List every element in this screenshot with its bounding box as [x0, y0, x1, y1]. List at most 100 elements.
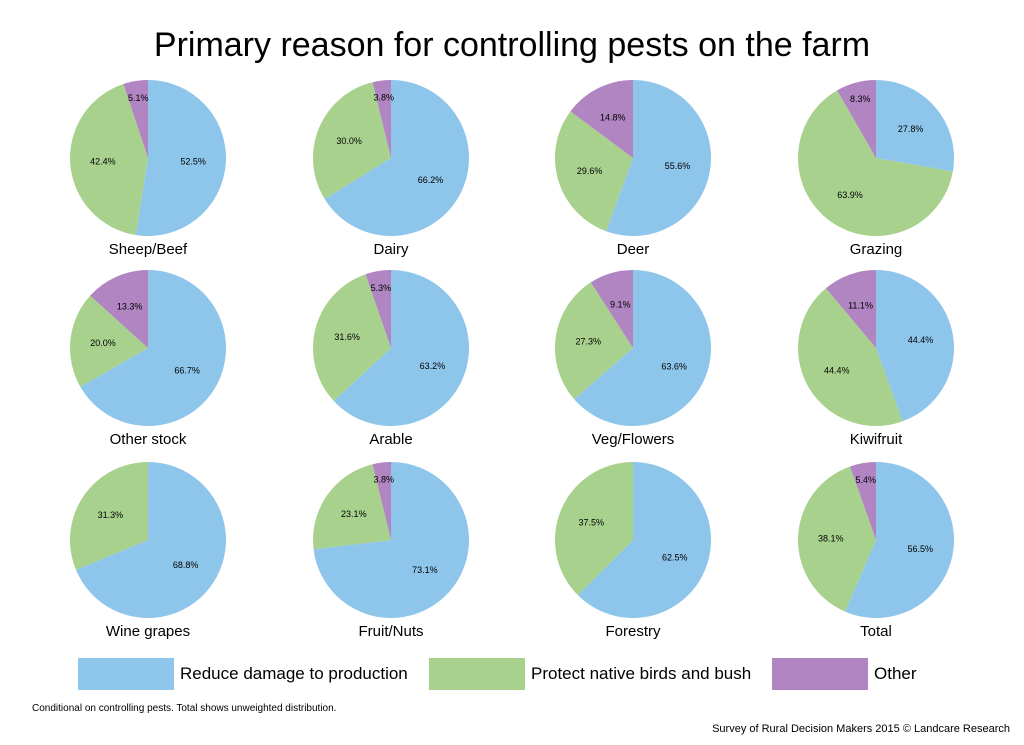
pie-slice-dairy-reduce — [324, 80, 469, 237]
pie-slice-other-stock-other — [90, 270, 148, 348]
legend-swatch-other — [772, 658, 868, 690]
pie-slice-deer-other — [570, 80, 633, 158]
pie-slice-veg-flowers-other — [590, 270, 633, 348]
pie-slice-total-other — [850, 462, 876, 540]
data-label-kiwifruit-other: 11.1% — [848, 300, 873, 310]
data-label-arable-protect: 31.6% — [334, 332, 360, 342]
data-label-kiwifruit-reduce: 44.4% — [908, 335, 934, 345]
data-label-sheep-beef-other: 5.1% — [128, 93, 149, 103]
pie-slice-kiwifruit-reduce — [876, 270, 954, 422]
data-label-total-protect: 38.1% — [818, 533, 844, 543]
pie-slice-wine-grapes-protect — [70, 462, 148, 570]
pie-slice-arable-other — [365, 270, 391, 348]
pie-title-dairy: Dairy — [373, 241, 409, 258]
pie-slice-kiwifruit-other — [825, 270, 876, 348]
legend-item-protect: Protect native birds and bush — [429, 658, 751, 690]
pie-slice-deer-protect — [555, 111, 633, 232]
data-label-grazing-other: 8.3% — [850, 94, 871, 104]
chart-title: Primary reason for controlling pests on … — [153, 26, 871, 64]
data-label-grazing-reduce: 27.8% — [898, 124, 924, 134]
pie-slice-fruit-nuts-protect — [313, 464, 391, 550]
pie-slice-veg-flowers-protect — [555, 282, 633, 400]
pie-slice-arable-reduce — [333, 270, 470, 426]
legend-label-reduce: Reduce damage to production — [180, 664, 408, 683]
data-label-wine-grapes-reduce: 68.8% — [173, 560, 199, 570]
pie-title-grazing: Grazing — [850, 241, 903, 258]
pie-slice-sheep-beef-protect — [70, 83, 148, 236]
pie-title-fruit-nuts: Fruit/Nuts — [358, 623, 423, 640]
data-label-arable-other: 5.3% — [371, 283, 392, 293]
pie-other-stock: 66.7% 20.0% 13.3% Other stock — [70, 270, 226, 448]
pie-arable: 63.2% 31.6% 5.3% Arable — [313, 270, 470, 448]
data-label-deer-other: 14.8% — [600, 113, 626, 123]
pie-title-deer: Deer — [617, 241, 650, 258]
data-label-deer-protect: 29.6% — [577, 166, 603, 176]
data-label-veg-flowers-protect: 27.3% — [575, 337, 601, 347]
pie-kiwifruit: 44.4% 44.4% 11.1% Kiwifruit — [797, 270, 954, 448]
pie-grazing: 27.8% 63.9% 8.3% Grazing — [798, 80, 954, 258]
legend-swatch-reduce — [78, 658, 174, 690]
pie-title-total: Total — [860, 623, 892, 640]
data-label-deer-reduce: 55.6% — [665, 161, 691, 171]
data-label-forestry-protect: 37.5% — [578, 518, 604, 528]
pie-title-forestry: Forestry — [605, 623, 661, 640]
pie-forestry: 62.5% 37.5% Forestry — [554, 462, 711, 640]
data-label-other-stock-protect: 20.0% — [90, 338, 116, 348]
data-label-grazing-protect: 63.9% — [837, 190, 863, 200]
pie-slice-dairy-protect — [313, 82, 391, 199]
pie-title-wine-grapes: Wine grapes — [106, 623, 190, 640]
data-label-fruit-nuts-reduce: 73.1% — [412, 565, 438, 575]
data-label-other-stock-reduce: 66.7% — [174, 366, 200, 376]
pie-slice-forestry-protect — [554, 462, 633, 596]
pie-slice-total-reduce — [845, 462, 955, 618]
data-label-total-other: 5.4% — [855, 475, 876, 485]
pie-slice-other-stock-reduce — [80, 270, 226, 426]
pie-slice-veg-flowers-reduce — [574, 270, 711, 426]
data-label-sheep-beef-protect: 42.4% — [90, 157, 116, 167]
pie-slice-arable-protect — [313, 274, 391, 401]
pie-slice-forestry-reduce — [577, 462, 711, 618]
pie-slice-grazing-reduce — [876, 80, 954, 172]
data-label-veg-flowers-other: 9.1% — [610, 300, 631, 310]
pie-wine-grapes: 68.8% 31.3% Wine grapes — [70, 462, 227, 640]
pie-dairy: 66.2% 30.0% 3.8% Dairy — [313, 80, 469, 258]
pie-veg-flowers: 63.6% 27.3% 9.1% Veg/Flowers — [555, 270, 711, 448]
data-label-arable-reduce: 63.2% — [420, 361, 446, 371]
pie-deer: 55.6% 29.6% 14.8% Deer — [555, 80, 711, 258]
pie-title-other-stock: Other stock — [110, 431, 187, 448]
pie-slice-grazing-other — [837, 80, 876, 158]
data-label-other-stock-other: 13.3% — [117, 302, 143, 312]
data-label-forestry-reduce: 62.5% — [662, 552, 688, 562]
data-label-kiwifruit-protect: 44.4% — [824, 366, 850, 376]
data-label-veg-flowers-reduce: 63.6% — [661, 362, 687, 372]
pie-slice-fruit-nuts-other — [372, 462, 391, 540]
legend-item-other: Other — [772, 658, 917, 690]
pie-title-veg-flowers: Veg/Flowers — [592, 431, 675, 448]
data-label-sheep-beef-reduce: 52.5% — [180, 157, 206, 167]
pie-fruit-nuts: 73.1% 23.1% 3.8% Fruit/Nuts — [313, 462, 469, 640]
legend: Reduce damage to production Protect nati… — [0, 658, 1024, 692]
pie-slice-fruit-nuts-reduce — [313, 462, 469, 618]
pie-slice-grazing-protect — [798, 90, 953, 236]
source-credit: Survey of Rural Decision Makers 2015 © L… — [712, 723, 1010, 735]
pie-slice-sheep-beef-reduce — [135, 80, 227, 237]
data-label-dairy-reduce: 66.2% — [418, 175, 444, 185]
legend-swatch-protect — [429, 658, 525, 690]
data-label-dairy-protect: 30.0% — [336, 136, 362, 146]
legend-label-protect: Protect native birds and bush — [531, 664, 752, 683]
pie-title-arable: Arable — [369, 431, 412, 448]
pie-title-kiwifruit: Kiwifruit — [850, 431, 903, 448]
data-label-fruit-nuts-other: 3.8% — [373, 475, 394, 485]
pie-slice-dairy-other — [372, 80, 391, 158]
data-label-total-reduce: 56.5% — [908, 544, 934, 554]
pie-slice-wine-grapes-reduce — [75, 462, 227, 618]
legend-item-reduce: Reduce damage to production — [78, 658, 408, 690]
pie-title-sheep-beef: Sheep/Beef — [109, 241, 188, 258]
pie-slice-sheep-beef-other — [123, 80, 148, 158]
pie-slice-total-protect — [798, 466, 876, 612]
data-label-dairy-other: 3.8% — [373, 93, 394, 103]
legend-label-other: Other — [874, 664, 917, 683]
pie-slice-kiwifruit-protect — [797, 288, 903, 426]
data-label-wine-grapes-protect: 31.3% — [98, 510, 124, 520]
footnote: Conditional on controlling pests. Total … — [32, 703, 337, 714]
